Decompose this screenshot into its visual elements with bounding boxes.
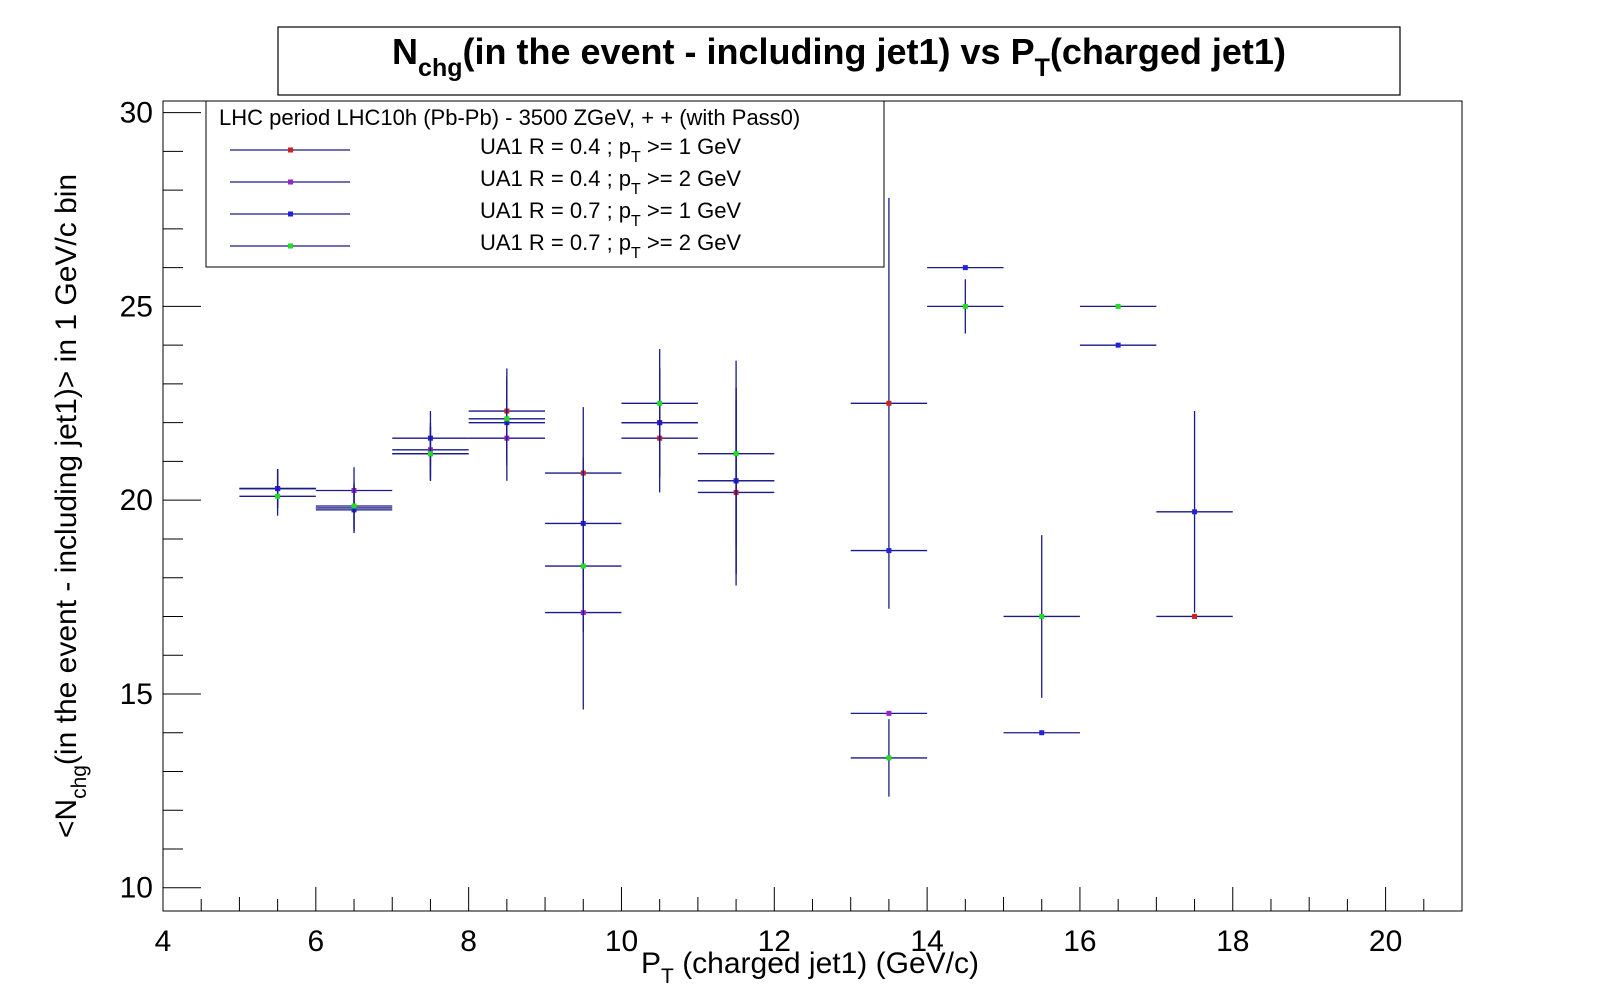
legend-entry-1: UA1 R = 0.4 ; pT >= 1 GeV <box>230 134 741 166</box>
data-point <box>657 400 663 406</box>
legend-header: LHC period LHC10h (Pb-Pb) - 3500 ZGeV, +… <box>219 105 800 130</box>
x-tick-label: 6 <box>307 925 324 958</box>
x-tick-label: 12 <box>758 925 791 958</box>
data-point <box>580 563 586 569</box>
legend-label: UA1 R = 0.4 ; pT >= 1 GeV <box>480 134 741 166</box>
chart-title: Nchg(in the event - including jet1) vs P… <box>277 26 1401 96</box>
axes: 4 6 8 10 12 14 16 18 20 10 15 20 25 30 <box>120 97 1463 958</box>
title-box <box>277 26 1401 96</box>
data-point <box>886 548 892 554</box>
x-tick-label: 8 <box>460 925 477 958</box>
legend: LHC period LHC10h (Pb-Pb) - 3500 ZGeV, +… <box>205 100 885 268</box>
x-axis-title-p: P <box>641 947 661 980</box>
data-point <box>1115 303 1121 309</box>
y-tick-label: 20 <box>120 484 153 517</box>
x-axis-title-sub: T <box>661 965 674 988</box>
series-4 <box>239 279 1157 797</box>
y-axis-title-pre: <N <box>50 799 83 838</box>
legend-marker <box>288 211 293 217</box>
y-tick-label: 25 <box>120 290 153 323</box>
data-point <box>504 416 510 422</box>
data-point <box>886 710 892 716</box>
title-text: Nchg(in the event - including jet1) vs P… <box>392 31 1286 82</box>
legend-label: UA1 R = 0.4 ; pT >= 2 GeV <box>480 166 741 198</box>
title-end: (charged jet1) <box>1050 31 1286 72</box>
y-tick-label: 15 <box>120 678 153 711</box>
y-tick-label: 10 <box>120 872 153 905</box>
data-point <box>275 493 281 499</box>
title-n: N <box>392 31 418 72</box>
legend-marker <box>288 147 293 153</box>
data-point <box>1192 613 1198 619</box>
y-axis-title-sub: chg <box>68 765 91 799</box>
data-point <box>351 503 357 509</box>
legend-label: UA1 R = 0.7 ; pT >= 2 GeV <box>480 230 741 262</box>
data-point <box>1039 613 1045 619</box>
legend-entry-2: UA1 R = 0.4 ; pT >= 2 GeV <box>230 166 741 198</box>
legend-box <box>205 100 885 268</box>
data-point <box>1039 730 1045 736</box>
x-tick-label: 18 <box>1216 925 1249 958</box>
data-point <box>962 265 968 271</box>
x-axis-title-rest: (charged jet1) (GeV/c) <box>674 947 979 980</box>
data-point <box>886 400 892 406</box>
x-tick-label: 16 <box>1063 925 1096 958</box>
legend-marker <box>288 179 293 185</box>
data-point <box>1115 342 1121 348</box>
y-tick-label: 30 <box>120 97 153 130</box>
y-axis-title: <Nchg(in the event - including jet1)> in… <box>50 174 91 838</box>
series-layer <box>239 197 1233 797</box>
legend-entry-4: UA1 R = 0.7 ; pT >= 2 GeV <box>230 230 741 262</box>
x-tick-label: 20 <box>1369 925 1402 958</box>
y-axis-title-rest: (in the event - including jet1)> in 1 Ge… <box>50 174 83 765</box>
title-mid: (in the event - including jet1) vs P <box>463 31 1035 72</box>
x-tick-label: 14 <box>910 925 943 958</box>
data-point <box>733 451 739 457</box>
x-tick-label: 4 <box>155 925 172 958</box>
legend-marker <box>288 243 293 249</box>
x-tick-label: 10 <box>605 925 638 958</box>
legend-entry-3: UA1 R = 0.7 ; pT >= 1 GeV <box>230 198 741 230</box>
data-point <box>962 303 968 309</box>
legend-label: UA1 R = 0.7 ; pT >= 1 GeV <box>480 198 741 230</box>
title-p-sub: T <box>1035 54 1050 82</box>
x-axis-title: PT (charged jet1) (GeV/c) <box>641 947 979 988</box>
title-n-sub: chg <box>418 54 462 82</box>
data-point <box>427 451 433 457</box>
data-point <box>1192 509 1198 515</box>
data-point <box>886 755 892 761</box>
